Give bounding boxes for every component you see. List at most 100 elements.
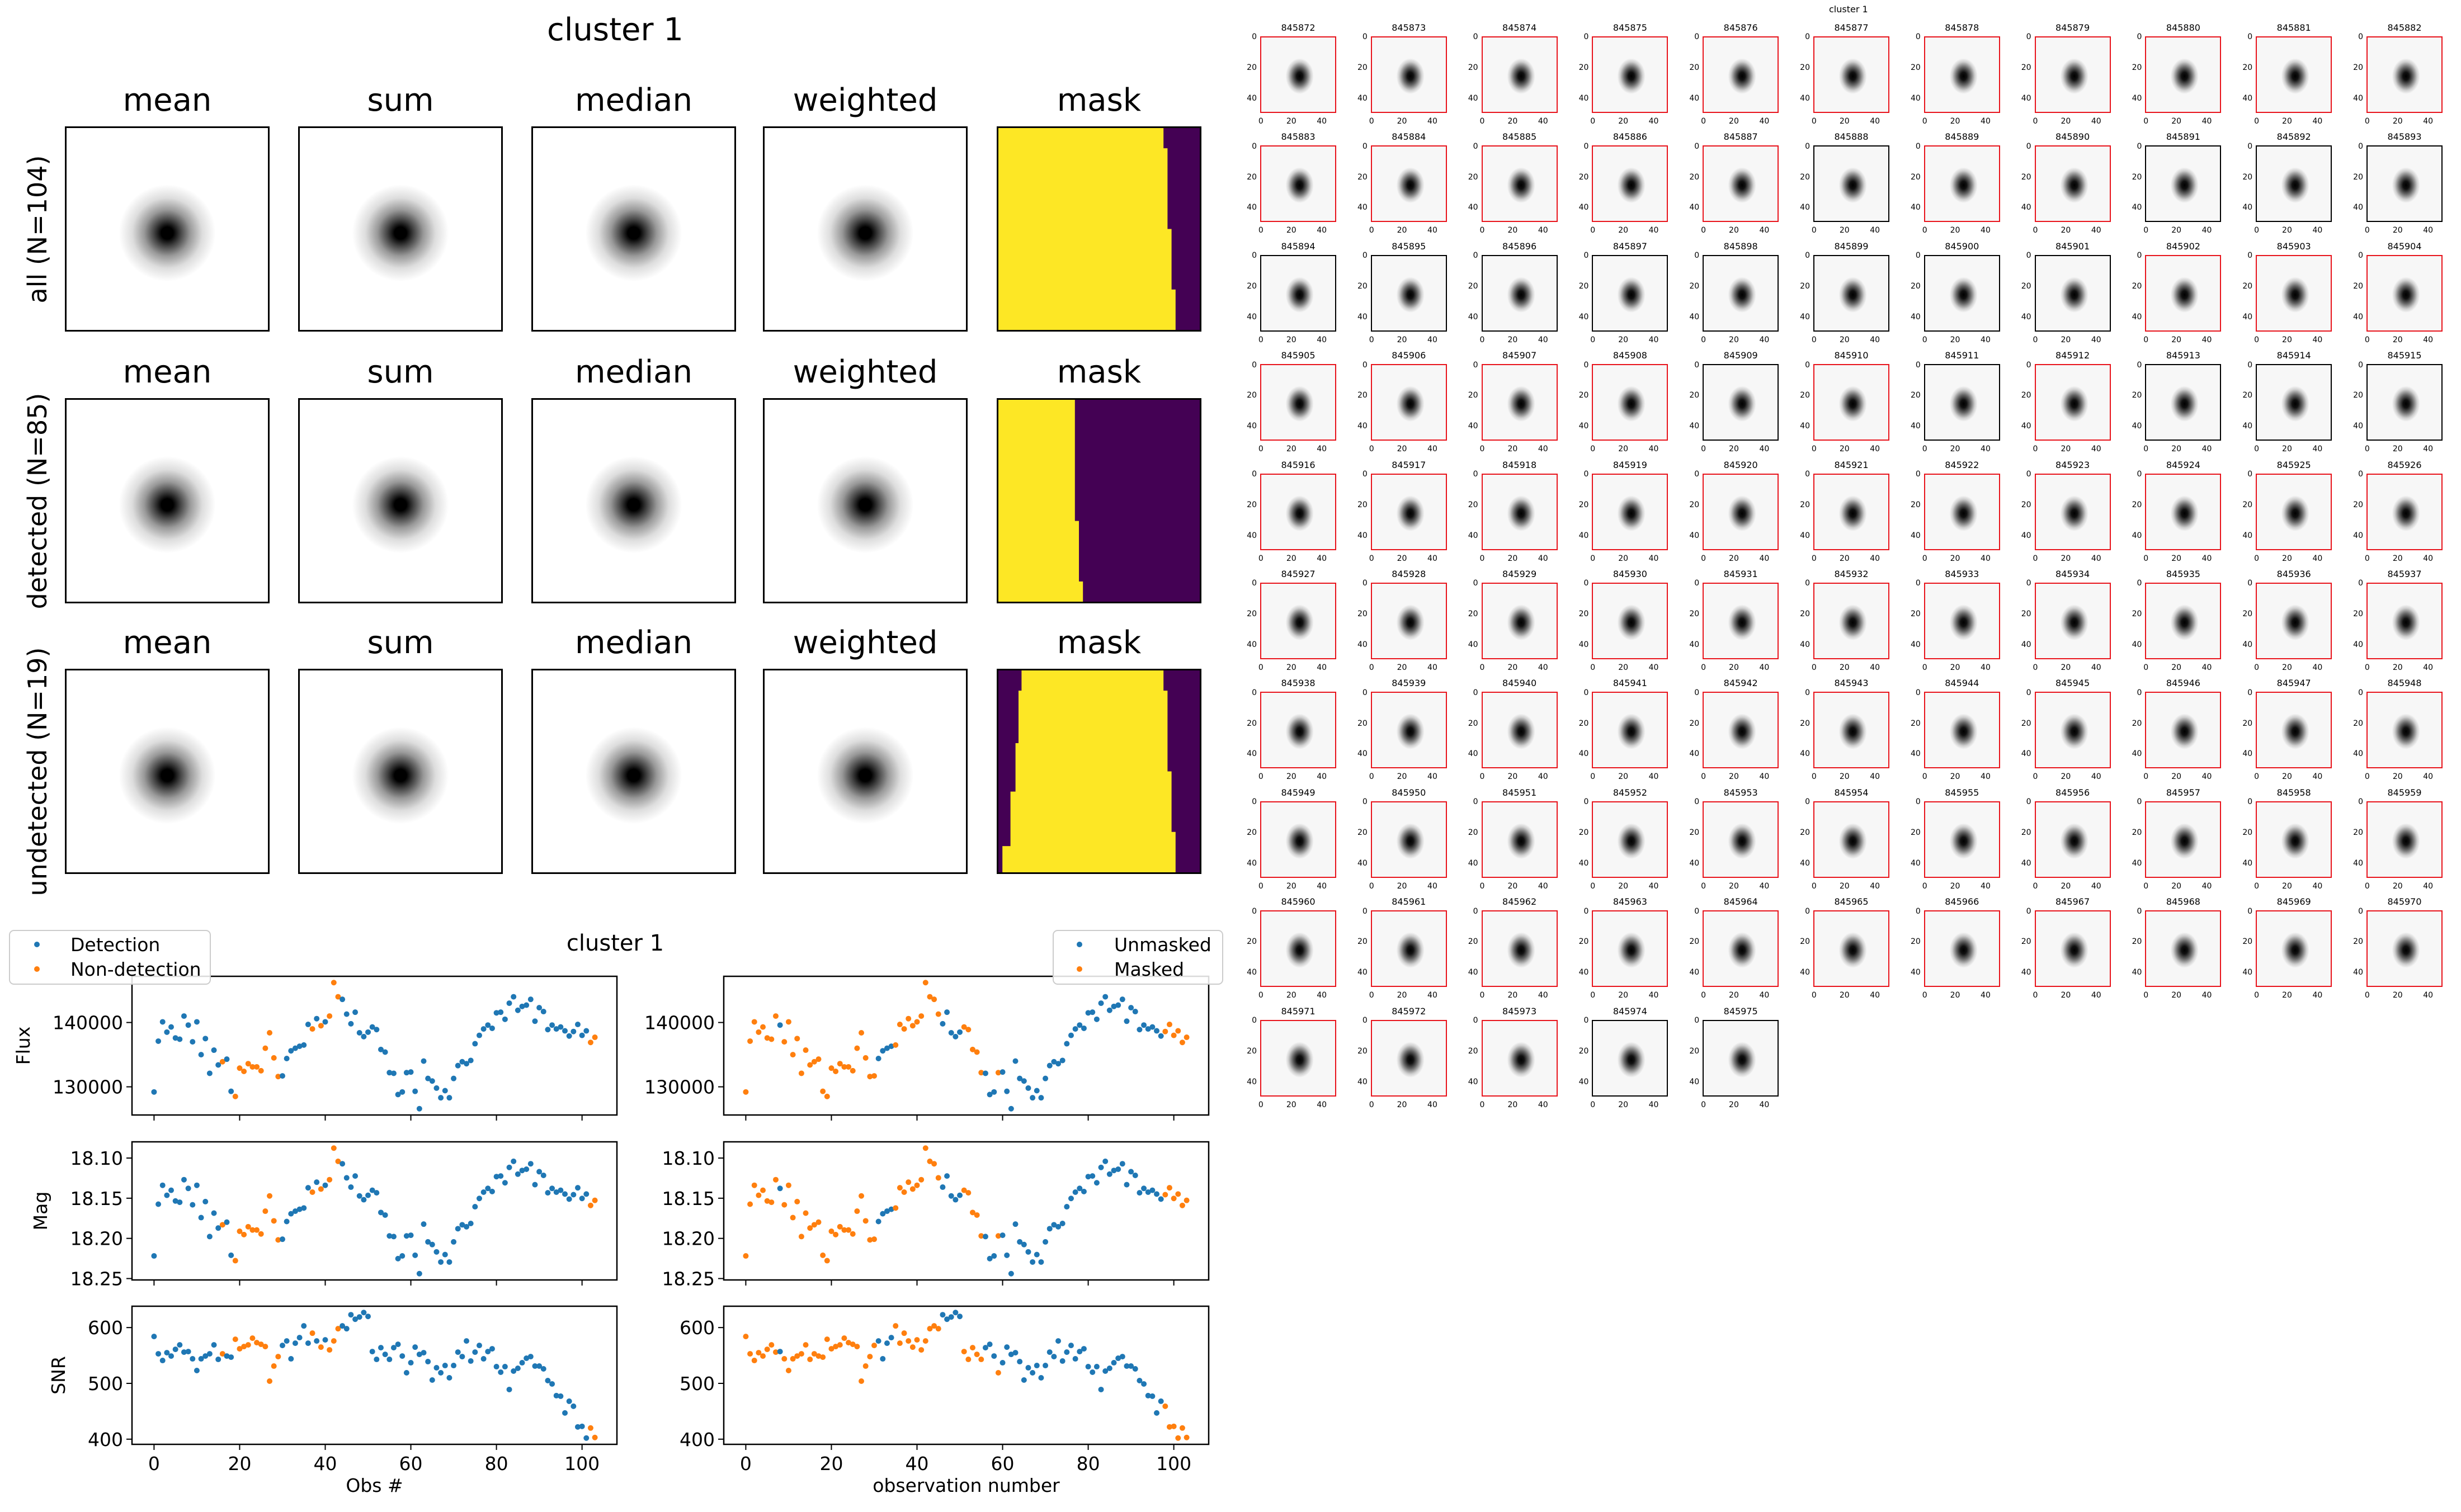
stamp-image-sum (298, 669, 503, 874)
data-point (314, 1338, 320, 1344)
cutout-x-tick-label: 0 (2364, 117, 2370, 126)
cutout-y-tick-label: 40 (2242, 968, 2253, 977)
cutout-image (1923, 364, 2000, 441)
cutout-image (1370, 801, 1447, 878)
star-psf (1925, 693, 1999, 768)
data-point (361, 1197, 367, 1203)
cutout-title: 845956 (2055, 787, 2090, 798)
data-point (1145, 1392, 1151, 1398)
cutout-x-tick-label: 40 (1427, 117, 1437, 126)
cutout-x-tick-label: 20 (1839, 663, 1850, 672)
stamp-column-title: sum (367, 82, 434, 119)
cutout-x-tick-label: 0 (1258, 663, 1263, 672)
star-psf (67, 128, 268, 330)
cutout-x-tick-label: 40 (1870, 991, 1880, 1000)
cutout-x-tick-label: 20 (2282, 991, 2292, 1000)
data-point (198, 1052, 204, 1058)
data-point (485, 1022, 491, 1028)
cutout-y-tick-label: 20 (1800, 719, 1810, 728)
cutout-x-tick-label: 0 (2143, 554, 2149, 563)
cutout-x-tick-label: 0 (1369, 445, 1374, 454)
cutout-y-tick-label: 40 (1247, 1077, 1257, 1086)
cutout-x-tick-label: 0 (1811, 991, 1817, 1000)
data-point (164, 1350, 170, 1356)
data-point (476, 1196, 482, 1202)
cutout-x-tick-label: 40 (1759, 335, 1770, 344)
data-point (485, 1185, 491, 1192)
data-point (743, 1089, 749, 1095)
data-point (579, 1196, 585, 1202)
data-point (982, 1234, 988, 1240)
data-point (502, 1180, 508, 1186)
data-point (190, 1202, 196, 1208)
cutout-x-tick-label: 0 (1701, 1100, 1706, 1109)
cutout-x-tick-label: 20 (1507, 772, 1518, 782)
cutout-image (1481, 145, 1558, 223)
data-point (820, 1088, 826, 1094)
cutout-y-tick-label: 20 (1468, 391, 1478, 400)
data-point (438, 1370, 444, 1376)
star-psf (1261, 693, 1335, 768)
data-point (232, 1093, 238, 1099)
cutout-x-tick-label: 40 (1759, 554, 1770, 563)
cutout-x-tick-label: 40 (1648, 663, 1659, 672)
cutout-title: 845904 (2387, 240, 2422, 252)
data-point (906, 1179, 912, 1185)
data-point (305, 1340, 311, 1346)
star-psf (1704, 474, 1778, 549)
data-point (318, 1186, 324, 1192)
cutout-x-tick-label: 20 (2061, 117, 2071, 126)
cutout-x-tick-label: 40 (1317, 1100, 1327, 1109)
data-point (202, 1036, 209, 1042)
star-psf (1704, 37, 1778, 112)
cutout-y-tick-label: 40 (1800, 93, 1810, 103)
data-point (502, 1016, 508, 1022)
cutout-y-tick-label: 0 (2358, 251, 2363, 261)
star-psf (1593, 474, 1667, 549)
data-point (1004, 1252, 1010, 1258)
y-tick-label: 140000 (644, 1012, 715, 1034)
cutout-x-tick-label: 40 (1317, 881, 1327, 891)
cutout-y-tick-label: 0 (1694, 797, 1700, 807)
data-point (1021, 1078, 1027, 1084)
cutout-y-tick-label: 40 (1689, 203, 1700, 212)
data-point (386, 1233, 393, 1239)
data-point (1102, 1368, 1109, 1374)
cutout-x-tick-label: 20 (2392, 226, 2403, 235)
cutout-x-tick-label: 20 (2392, 335, 2403, 344)
star-psf (1593, 256, 1667, 330)
cutout-y-tick-label: 0 (2026, 688, 2031, 697)
cutout-x-tick-label: 20 (2171, 881, 2182, 891)
cutout-image (1370, 910, 1447, 987)
cutout-x-tick-label: 20 (1397, 772, 1407, 782)
cutout-x-tick-label: 20 (1286, 663, 1296, 672)
cutout-x-tick-label: 0 (1258, 335, 1263, 344)
cutout-y-tick-label: 20 (1247, 609, 1257, 619)
data-point (1072, 1356, 1078, 1362)
data-point (859, 1193, 865, 1199)
data-point (922, 980, 928, 986)
data-point (412, 1344, 418, 1350)
data-point (961, 1187, 967, 1193)
cutout-x-tick-label: 0 (1258, 991, 1263, 1000)
data-point (743, 1253, 749, 1259)
data-point (846, 1227, 852, 1233)
cutout-image (2145, 473, 2222, 550)
data-point (451, 1239, 457, 1245)
data-point (365, 1029, 371, 1035)
data-point (455, 1062, 461, 1069)
x-axis-label: Obs # (346, 1475, 403, 1496)
cutout-y-tick-label: 20 (1468, 500, 1478, 509)
data-point (241, 1231, 247, 1237)
data-point (472, 1349, 478, 1355)
data-point (159, 1019, 166, 1025)
cutout-x-tick-label: 0 (1922, 445, 1927, 454)
cutout-x-tick-label: 0 (1590, 445, 1596, 454)
cutout-x-tick-label: 0 (1701, 335, 1706, 344)
star-psf (1814, 365, 1888, 440)
data-point (1115, 1355, 1121, 1362)
cutout-y-tick-label: 0 (1473, 906, 1478, 916)
cutout-y-tick-label: 0 (1473, 579, 1478, 588)
data-point (579, 1423, 585, 1429)
cutout-x-tick-label: 0 (1258, 554, 1263, 563)
